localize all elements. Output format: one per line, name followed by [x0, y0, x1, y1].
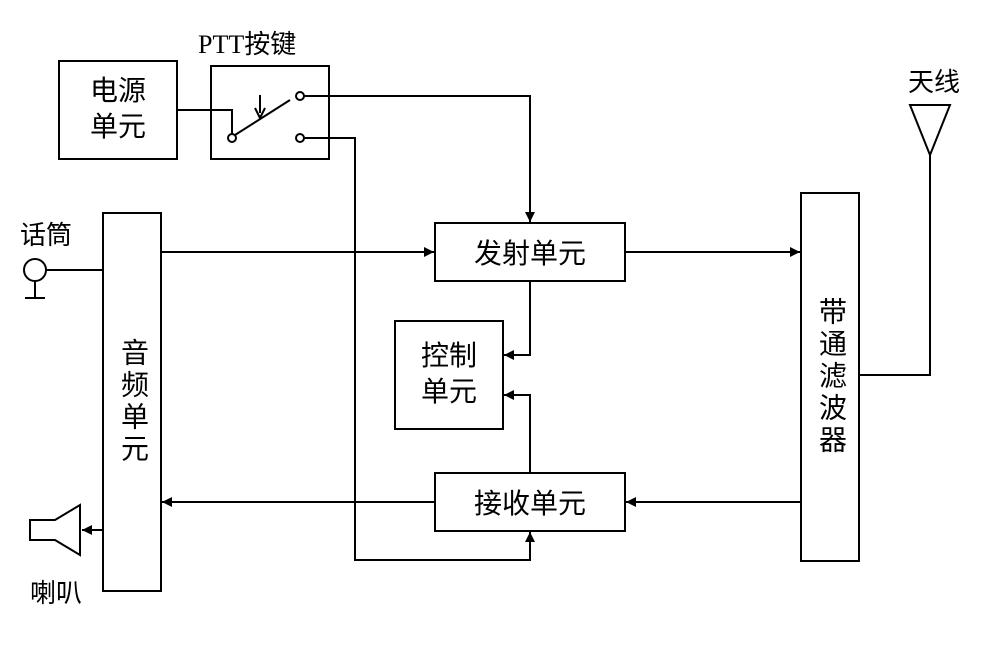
mic-icon [24, 259, 60, 298]
diagram-canvas: 电源 单元 音频单元 发射单元 控制 单元 接收单元 带通滤波器 PTT按键 话… [0, 0, 1000, 649]
ptt-switch-icon [228, 92, 304, 142]
wiring-svg [0, 0, 1000, 649]
speaker-icon [30, 505, 80, 555]
antenna-icon [910, 105, 950, 155]
